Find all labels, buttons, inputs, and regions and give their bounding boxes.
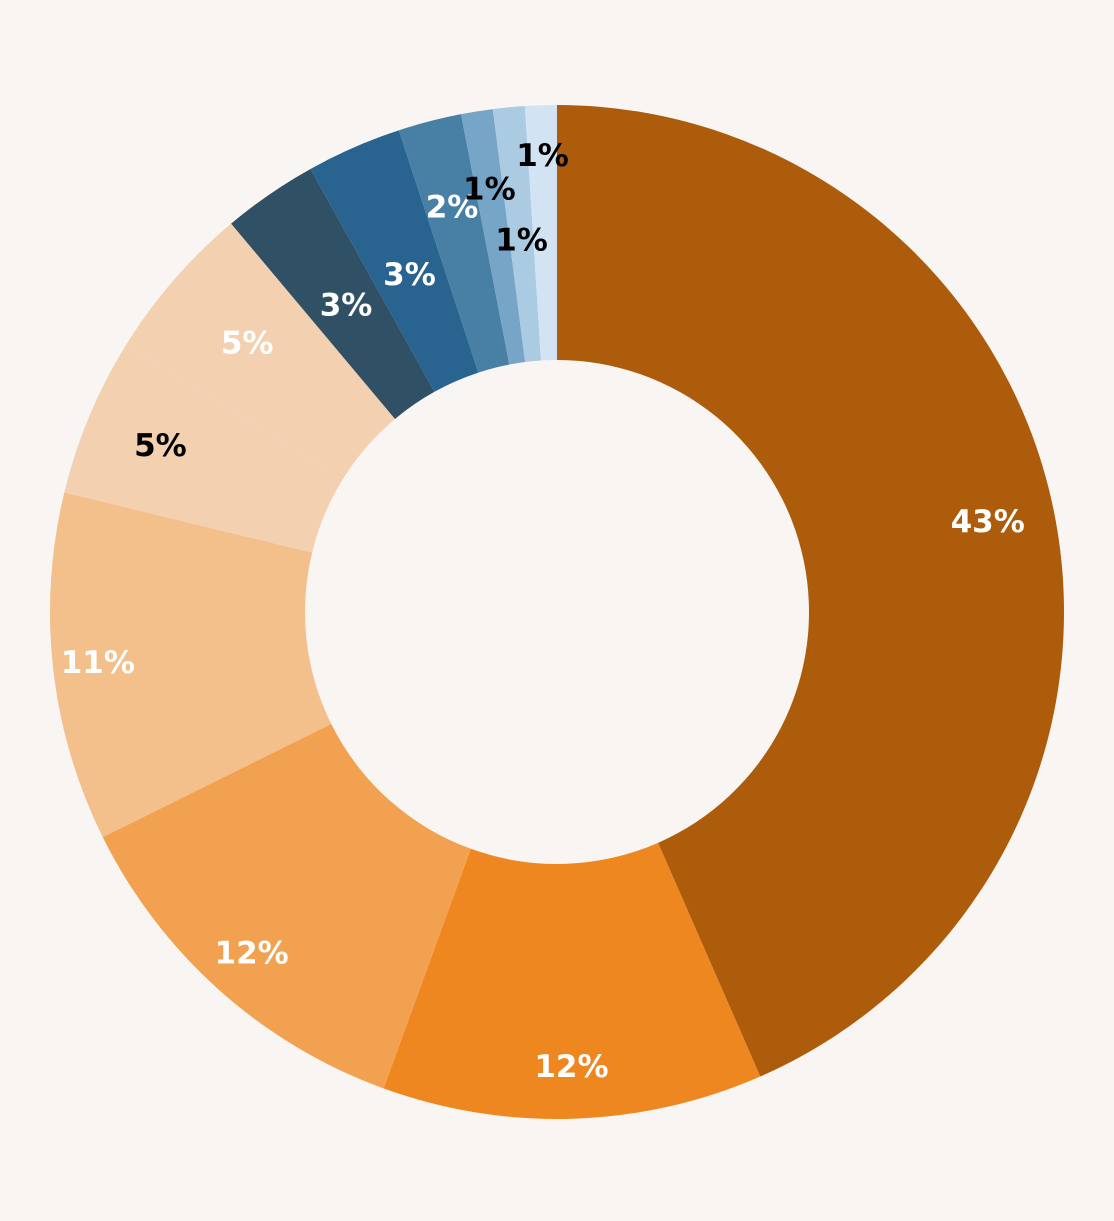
slice-6: [126, 223, 396, 480]
slice-1: [557, 104, 1065, 1077]
slice-label-3: 12%: [215, 935, 289, 971]
slice-5: [64, 344, 343, 553]
slice-11: [492, 106, 542, 363]
slice-10: [461, 109, 526, 365]
slices-group: [49, 104, 1065, 1120]
slice-label-10: 1%: [463, 171, 516, 207]
slice-label-5: 5%: [134, 428, 187, 464]
slice-9: [398, 114, 510, 373]
slice-label-6: 5%: [221, 326, 274, 362]
slice-3: [102, 723, 471, 1089]
slice-8: [310, 130, 479, 392]
slice-12: [524, 105, 557, 361]
slice-label-8: 3%: [383, 257, 436, 293]
labels-group: 43%12%12%11%5%5%3%3%2%1%1%1%: [61, 138, 1025, 1085]
slice-4: [49, 492, 332, 838]
slice-label-4: 11%: [61, 645, 135, 681]
slice-label-2: 12%: [534, 1049, 608, 1085]
slice-label-9: 2%: [426, 189, 479, 225]
slice-label-7: 3%: [320, 288, 373, 324]
slice-label-1: 43%: [951, 504, 1025, 540]
slice-2: [383, 842, 761, 1120]
slice-label-12: 1%: [516, 138, 569, 174]
slice-label-11: 1%: [495, 223, 548, 259]
slice-7: [231, 168, 435, 419]
